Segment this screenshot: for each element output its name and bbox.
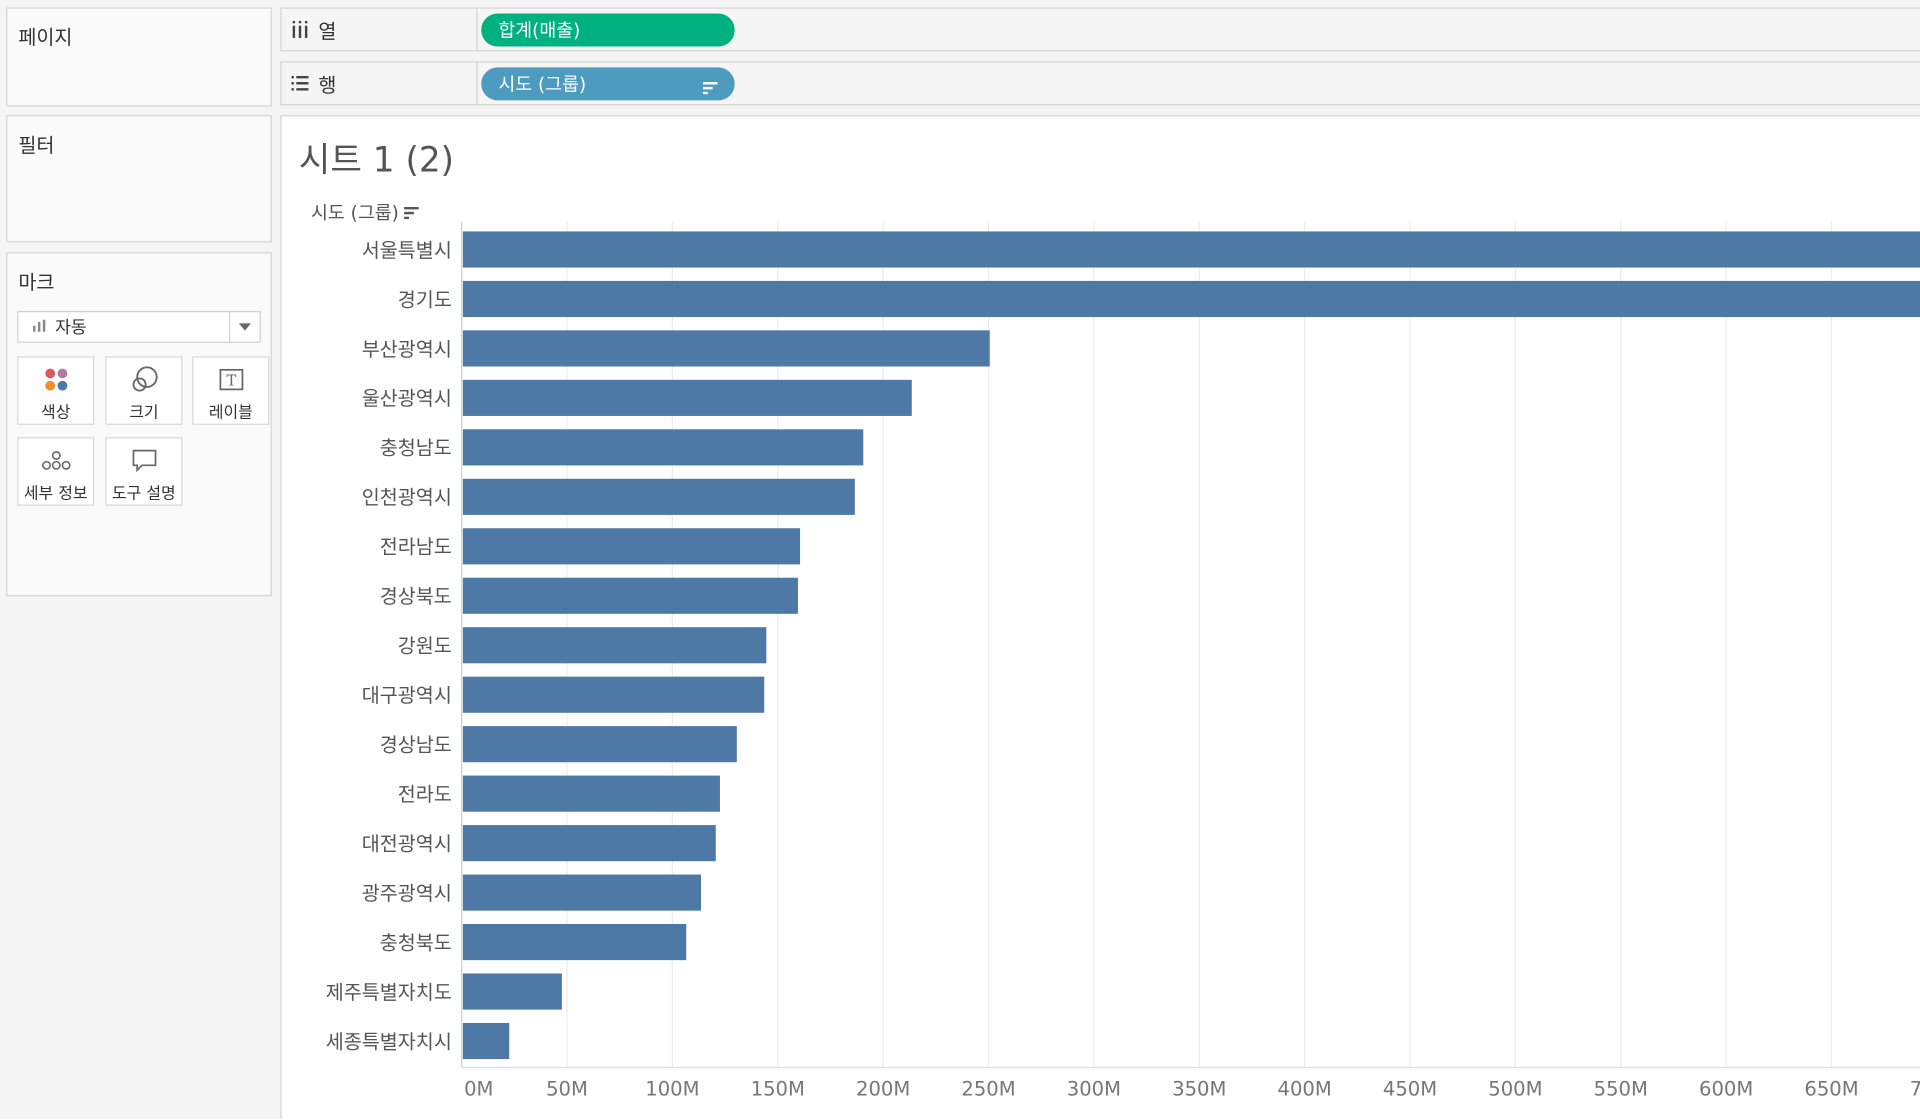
detail-icon: [41, 446, 70, 475]
x-tick-label: 200M: [856, 1078, 910, 1101]
bar-chart-icon: [33, 317, 48, 337]
label-label: 레이블: [208, 404, 253, 423]
size-icon: [130, 365, 158, 394]
bar[interactable]: [462, 330, 990, 367]
category-label: 충청북도: [380, 931, 452, 954]
x-tick-label: 650M: [1804, 1078, 1858, 1101]
sort-descending-icon[interactable]: [702, 77, 718, 99]
filters-card[interactable]: 필터: [6, 115, 272, 243]
x-tick-label: 350M: [1172, 1078, 1226, 1101]
bar[interactable]: [462, 627, 767, 664]
bar[interactable]: [462, 429, 864, 466]
category-label: 강원도: [398, 635, 452, 658]
columns-label: 열: [318, 19, 337, 43]
x-tick-label: 300M: [1067, 1078, 1121, 1101]
category-label: 대전광역시: [362, 832, 452, 855]
rows-icon: [291, 75, 309, 91]
bar[interactable]: [462, 924, 687, 961]
x-tick-label: 0M: [464, 1078, 493, 1101]
detail-button[interactable]: 세부 정보: [17, 437, 95, 506]
marks-title: 마크: [18, 270, 55, 294]
columns-shelf-label: 열: [282, 8, 478, 51]
pages-title: 페이지: [18, 25, 73, 49]
columns-pill-text: 합계(매출): [498, 19, 581, 42]
category-label: 울산광역시: [362, 387, 452, 410]
category-label: 충청남도: [380, 437, 452, 460]
row-header[interactable]: 시도 (그룹): [311, 200, 419, 226]
columns-icon: [291, 20, 308, 38]
row-header-label: 시도 (그룹): [311, 202, 399, 225]
rows-pill-text: 시도 (그룹): [498, 73, 587, 96]
category-label: 제주특별자치도: [326, 981, 452, 1004]
pages-card: 페이지: [6, 7, 272, 107]
x-tick-label: 150M: [751, 1078, 805, 1101]
mark-type-dropdown[interactable]: 자동: [17, 311, 261, 343]
columns-pill-sum-sales[interactable]: 합계(매출): [481, 13, 735, 47]
category-label: 세종특별자치시: [326, 1030, 452, 1053]
x-tick-label: 600M: [1699, 1078, 1753, 1101]
bar[interactable]: [462, 280, 1920, 318]
x-tick-label: 450M: [1383, 1078, 1437, 1101]
category-label: 전라남도: [380, 536, 452, 559]
bar[interactable]: [462, 1022, 510, 1060]
x-tick-label: 250M: [961, 1078, 1015, 1101]
filters-title: 필터: [18, 133, 55, 157]
size-label: 크기: [129, 404, 159, 423]
mark-type-value: 자동: [55, 318, 87, 338]
bar[interactable]: [462, 528, 801, 565]
tooltip-icon: [130, 446, 157, 475]
color-icon: [43, 365, 67, 394]
chevron-down-icon[interactable]: [228, 312, 260, 342]
x-tick-label: 50M: [546, 1078, 588, 1101]
bar[interactable]: [462, 726, 737, 763]
svg-text:T: T: [226, 373, 236, 390]
tooltip-button[interactable]: 도구 설명: [105, 437, 183, 506]
marks-card: 마크 자동 색상 크기 T 레이블: [6, 252, 272, 597]
bar[interactable]: [462, 874, 702, 911]
category-label: 대구광역시: [362, 684, 452, 707]
category-label: 경기도: [398, 288, 452, 311]
bar[interactable]: [462, 825, 716, 862]
color-button[interactable]: 색상: [17, 356, 95, 425]
bar[interactable]: [462, 775, 720, 812]
rows-label: 행: [318, 73, 337, 97]
rows-shelf[interactable]: 행 시도 (그룹): [280, 61, 1920, 106]
category-label: 광주광역시: [362, 882, 452, 905]
size-button[interactable]: 크기: [105, 356, 183, 425]
tooltip-label: 도구 설명: [112, 484, 176, 504]
label-button[interactable]: T 레이블: [192, 356, 270, 425]
bar[interactable]: [462, 577, 798, 614]
category-label: 서울특별시: [362, 239, 452, 262]
bar[interactable]: [462, 478, 855, 515]
x-tick-label: 400M: [1277, 1078, 1331, 1101]
category-label: 전라도: [398, 783, 452, 806]
x-tick-label: 500M: [1488, 1078, 1542, 1101]
bar-chart: 서울특별시경기도부산광역시울산광역시충청남도인천광역시전라남도경상북도강원도대구…: [326, 221, 1920, 1101]
category-label: 인천광역시: [362, 486, 452, 509]
bar[interactable]: [462, 231, 1920, 268]
bar[interactable]: [462, 676, 765, 713]
x-tick-label: 550M: [1594, 1078, 1648, 1101]
category-label: 경상북도: [380, 585, 452, 608]
bar[interactable]: [462, 973, 562, 1010]
rows-pill-sido-group[interactable]: 시도 (그룹): [481, 67, 735, 101]
bar[interactable]: [462, 379, 912, 416]
sheet-title: 시트 1 (2): [298, 139, 455, 181]
category-label: 경상남도: [380, 734, 452, 757]
category-label: 부산광역시: [362, 338, 452, 361]
columns-shelf[interactable]: 열 합계(매출): [280, 7, 1920, 52]
color-label: 색상: [41, 404, 71, 423]
rows-shelf-label: 행: [282, 62, 478, 105]
label-icon: T: [218, 365, 243, 394]
x-tick-label: 100M: [645, 1078, 699, 1101]
x-tick-label: 700M: [1910, 1078, 1920, 1101]
sort-descending-icon[interactable]: [403, 201, 419, 223]
detail-label: 세부 정보: [23, 484, 88, 504]
